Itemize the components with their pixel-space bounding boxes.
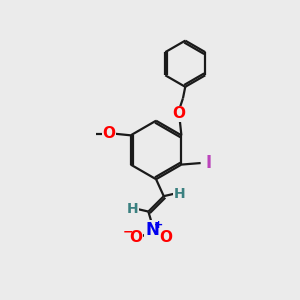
- Text: +: +: [154, 220, 163, 230]
- Text: −: −: [123, 226, 134, 239]
- Text: H: H: [173, 187, 185, 201]
- Text: O: O: [103, 126, 116, 141]
- Text: O: O: [172, 106, 186, 121]
- Text: O: O: [160, 230, 172, 245]
- Text: I: I: [205, 154, 212, 172]
- Text: H: H: [127, 202, 139, 216]
- Text: N: N: [145, 221, 159, 239]
- Text: O: O: [129, 230, 142, 245]
